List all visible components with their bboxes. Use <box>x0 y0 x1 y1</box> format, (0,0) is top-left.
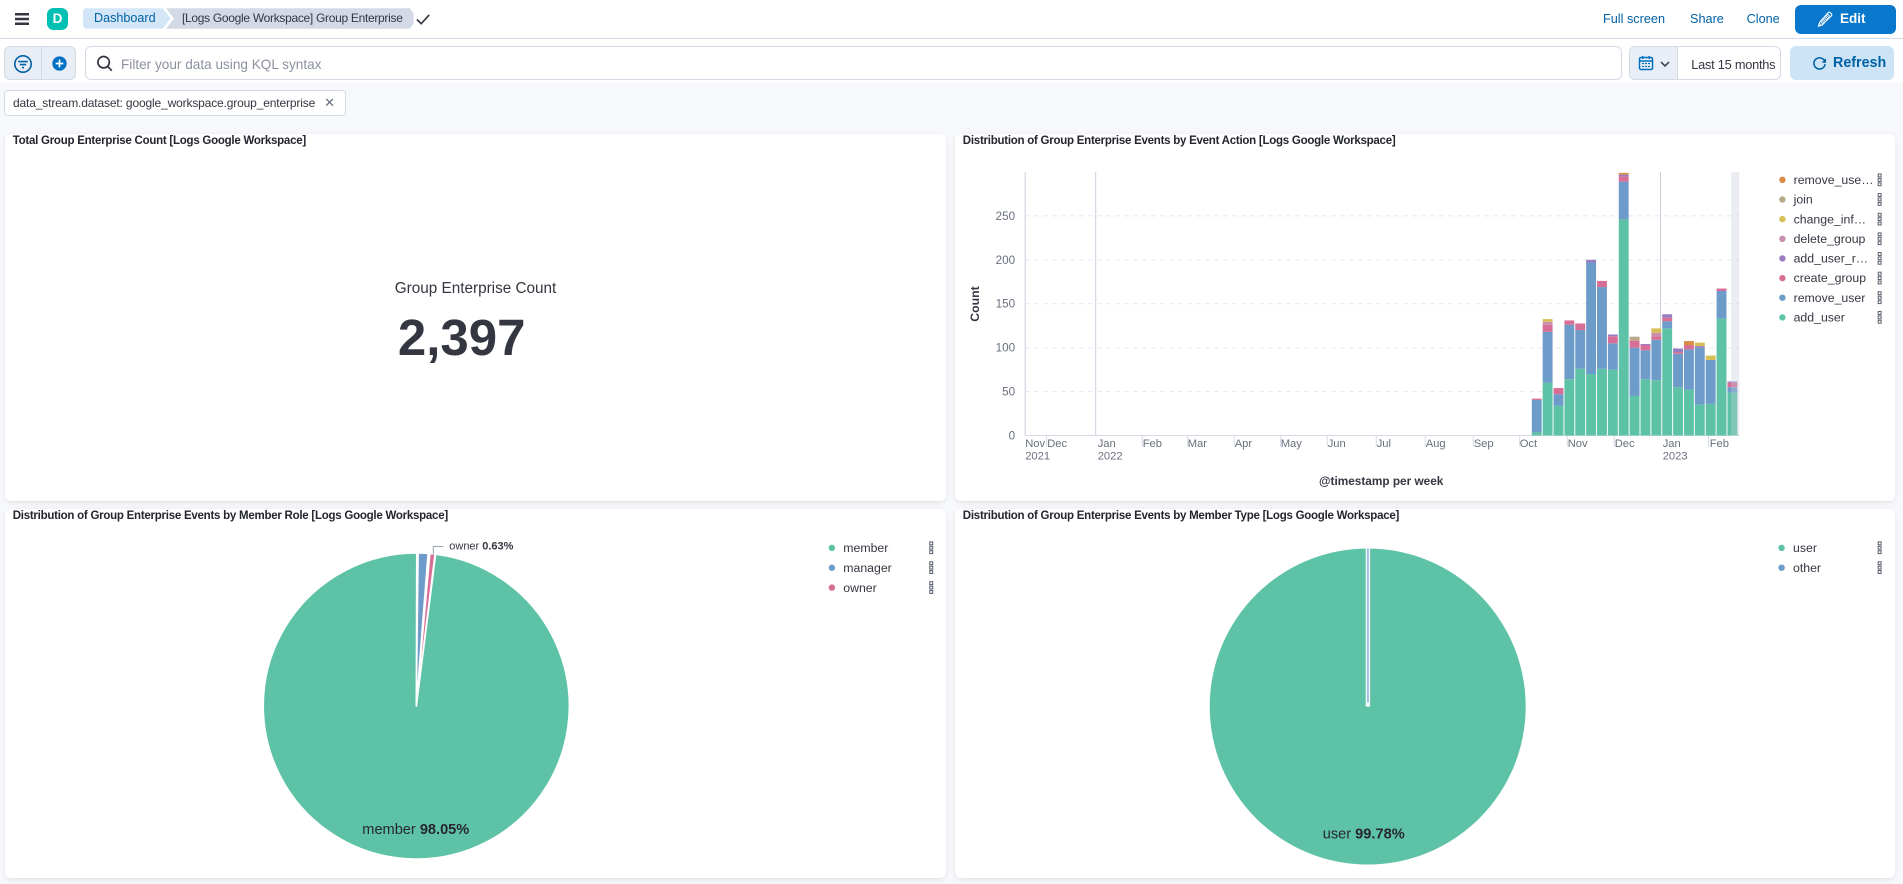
svg-text:remove_use…: remove_use… <box>1793 173 1873 187</box>
svg-text:Feb: Feb <box>1142 438 1161 450</box>
svg-text:Dec: Dec <box>1047 438 1067 450</box>
svg-text:owner: owner <box>843 580 876 594</box>
svg-text:Jun: Jun <box>1327 438 1345 450</box>
svg-text:owner 0.63%: owner 0.63% <box>449 540 513 552</box>
svg-text:Dec: Dec <box>1614 438 1634 450</box>
svg-text:Apr: Apr <box>1234 438 1252 450</box>
svg-text:create_group: create_group <box>1793 271 1866 285</box>
svg-text:user 99.78%: user 99.78% <box>1323 826 1405 842</box>
svg-text:May: May <box>1280 438 1302 450</box>
svg-text:user: user <box>1793 541 1817 555</box>
svg-text:Count: Count <box>968 286 982 322</box>
svg-text:Feb: Feb <box>1709 438 1728 450</box>
svg-text:Nov: Nov <box>1025 438 1045 450</box>
svg-text:100: 100 <box>995 342 1015 355</box>
svg-text:Jan: Jan <box>1662 438 1680 450</box>
svg-text:member 98.05%: member 98.05% <box>362 821 469 837</box>
svg-text:Aug: Aug <box>1425 438 1445 450</box>
svg-text:other: other <box>1793 560 1821 574</box>
svg-text:2022: 2022 <box>1097 451 1122 463</box>
svg-text:Oct: Oct <box>1519 438 1537 450</box>
svg-text:Mar: Mar <box>1187 438 1207 450</box>
svg-text:add_user_r…: add_user_r… <box>1793 252 1868 266</box>
svg-text:150: 150 <box>995 298 1015 311</box>
svg-text:@timestamp per week: @timestamp per week <box>1319 474 1444 488</box>
svg-text:remove_user: remove_user <box>1793 291 1865 305</box>
svg-text:2023: 2023 <box>1662 451 1687 463</box>
svg-text:manager: manager <box>843 560 891 574</box>
svg-text:2021: 2021 <box>1025 451 1050 463</box>
svg-text:0: 0 <box>1008 430 1015 443</box>
svg-text:200: 200 <box>995 254 1015 267</box>
svg-text:add_user: add_user <box>1793 311 1844 325</box>
svg-text:250: 250 <box>995 210 1015 223</box>
svg-text:Sep: Sep <box>1473 438 1493 450</box>
svg-text:change_inf…: change_inf… <box>1793 212 1865 226</box>
svg-text:join: join <box>1792 193 1812 207</box>
svg-text:member: member <box>843 541 888 555</box>
svg-text:Jul: Jul <box>1376 438 1390 450</box>
svg-text:50: 50 <box>1002 386 1016 399</box>
svg-text:Nov: Nov <box>1567 438 1587 450</box>
svg-text:delete_group: delete_group <box>1793 232 1865 246</box>
svg-text:Jan: Jan <box>1097 438 1115 450</box>
